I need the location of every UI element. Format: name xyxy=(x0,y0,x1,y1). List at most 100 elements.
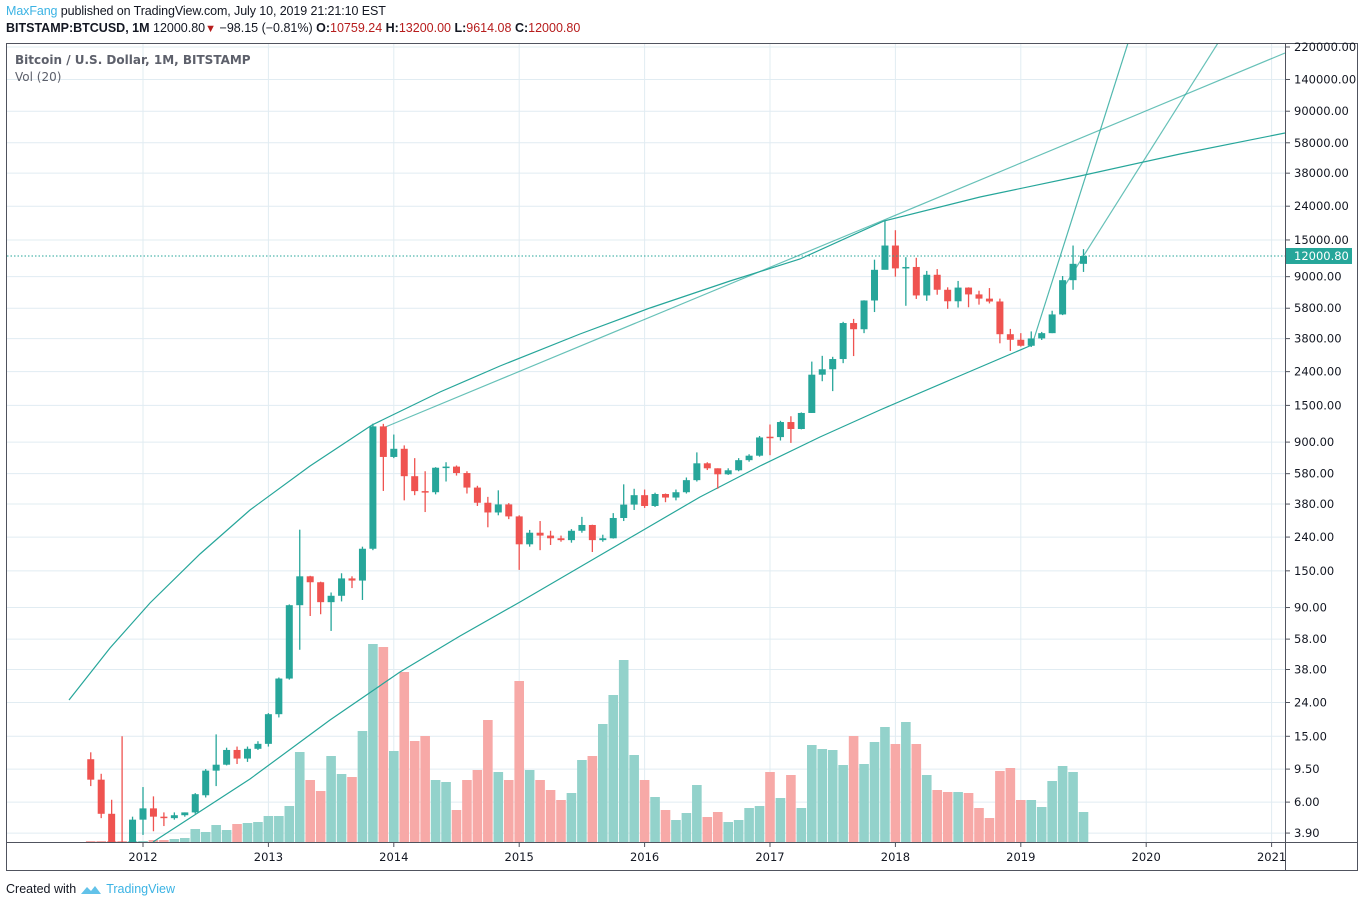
candle-body xyxy=(536,532,544,536)
volume-bar xyxy=(942,792,953,842)
volume-bar xyxy=(650,797,660,842)
series-title: Bitcoin / U.S. Dollar, 1M, BITSTAMP xyxy=(15,53,251,67)
candle-body xyxy=(526,532,534,545)
y-tick-label: 15.00 xyxy=(1294,729,1327,743)
candle-body xyxy=(432,467,440,493)
candle-body xyxy=(1038,333,1046,339)
volume-bar xyxy=(336,774,347,842)
candle-body xyxy=(797,412,805,430)
candle-body xyxy=(139,808,147,820)
volume-bar xyxy=(326,756,336,842)
candle-body xyxy=(839,323,847,360)
volume-bar xyxy=(692,785,702,842)
candle-body xyxy=(463,473,471,488)
candle-body xyxy=(630,495,638,505)
volume-bar xyxy=(200,832,211,842)
candle-body xyxy=(1059,280,1067,315)
x-tick-label: 2021 xyxy=(1257,850,1286,864)
chart-frame xyxy=(6,43,1358,871)
volume-bar xyxy=(180,838,190,842)
volume-bar xyxy=(963,793,974,842)
publish-info: MaxFang published on TradingView.com, Ju… xyxy=(6,4,386,18)
y-tick-label: 6.00 xyxy=(1294,795,1320,809)
y-tick-label: 240.00 xyxy=(1294,530,1334,544)
volume-bar xyxy=(890,744,901,842)
volume-bar xyxy=(138,841,148,842)
volume-bar xyxy=(96,841,106,842)
upper-channel-trendline[interactable] xyxy=(382,52,1285,429)
volume-bar xyxy=(274,816,284,842)
candle-body xyxy=(264,714,272,744)
candle-body xyxy=(850,323,858,330)
y-tick-label: 58000.00 xyxy=(1294,136,1349,150)
volume-bar xyxy=(535,780,545,842)
candle-body xyxy=(662,494,669,498)
volume-bar xyxy=(911,744,922,842)
volume-bar xyxy=(1078,812,1089,842)
x-tick-label: 2014 xyxy=(379,850,408,864)
lower-arc-trendline[interactable] xyxy=(152,344,1033,842)
candle-body xyxy=(923,274,931,296)
tradingview-link[interactable]: TradingView xyxy=(106,882,175,896)
volume-bar xyxy=(503,780,514,842)
candle-body xyxy=(160,816,168,819)
y-tick-label: 24000.00 xyxy=(1294,199,1349,213)
y-tick-label: 90.00 xyxy=(1294,601,1327,615)
candle-body xyxy=(1048,314,1056,334)
volume-bar xyxy=(733,820,744,842)
candle-body xyxy=(129,819,137,842)
grid xyxy=(7,44,1285,842)
candle-body xyxy=(776,422,784,438)
volume-bar xyxy=(347,777,357,842)
candles xyxy=(87,220,1087,842)
volume-bar xyxy=(817,749,828,842)
candle-body xyxy=(421,491,429,493)
volume-bar xyxy=(1068,772,1078,842)
volume-bar xyxy=(368,644,378,842)
volume-bar xyxy=(1036,807,1047,842)
volume-bar xyxy=(901,722,911,842)
y-tick-label: 38.00 xyxy=(1294,662,1327,676)
candle-body xyxy=(202,770,210,796)
candle-body xyxy=(1006,334,1014,340)
volume-bar xyxy=(995,771,1005,842)
volume-bar xyxy=(420,736,430,842)
volume-bar xyxy=(681,813,692,842)
candle-body xyxy=(453,466,460,474)
volume-bar xyxy=(1026,800,1037,842)
y-tick-label: 3800.00 xyxy=(1294,332,1342,346)
volume-bar xyxy=(483,720,493,842)
volume-bar xyxy=(932,790,942,842)
steep-trendline-1[interactable] xyxy=(1031,43,1129,346)
volume-bar xyxy=(869,742,880,842)
candle-body xyxy=(975,294,983,299)
volume-bar xyxy=(263,816,274,842)
volume-bar xyxy=(974,808,984,842)
volume-bar xyxy=(524,770,535,842)
y-tick-label: 220000.00 xyxy=(1294,40,1356,54)
volume-bar xyxy=(608,695,619,842)
candle-body xyxy=(567,530,575,541)
candle-body xyxy=(787,422,795,430)
author-link[interactable]: MaxFang xyxy=(6,4,58,18)
x-tick-label: 2016 xyxy=(630,850,659,864)
candle-body xyxy=(191,794,199,813)
volume-bar xyxy=(441,782,451,842)
tradingview-cloud-icon xyxy=(81,886,102,894)
trendlines[interactable] xyxy=(68,43,1285,842)
candle-body xyxy=(223,749,231,765)
volume-bar xyxy=(85,841,96,842)
upper-arc-trendline[interactable] xyxy=(68,132,1285,701)
candle-body xyxy=(902,266,910,269)
volume-bar xyxy=(462,780,472,842)
volume-bar xyxy=(880,727,890,842)
candle-body xyxy=(578,524,586,531)
candle-body xyxy=(996,301,1004,335)
candle-body xyxy=(693,463,701,481)
candle-body xyxy=(317,582,325,603)
volume-bar xyxy=(253,822,263,842)
volume-bar xyxy=(232,824,242,842)
volume-bar xyxy=(1016,800,1026,842)
steep-trendline-2[interactable] xyxy=(1061,43,1219,291)
